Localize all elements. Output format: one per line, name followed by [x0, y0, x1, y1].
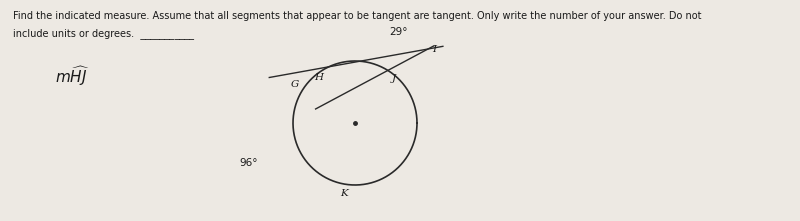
Text: H: H: [314, 73, 322, 82]
Text: I: I: [432, 44, 436, 53]
Text: Find the indicated measure. Assume that all segments that appear to be tangent a: Find the indicated measure. Assume that …: [13, 11, 702, 21]
Text: K: K: [340, 189, 348, 198]
Text: J: J: [392, 74, 396, 83]
Text: $m\widehat{HJ}$: $m\widehat{HJ}$: [55, 64, 90, 88]
Text: 96°: 96°: [239, 158, 258, 168]
Text: G: G: [291, 80, 299, 89]
Text: include units or degrees.  ___________: include units or degrees. ___________: [13, 28, 194, 39]
Text: 29°: 29°: [389, 27, 407, 37]
